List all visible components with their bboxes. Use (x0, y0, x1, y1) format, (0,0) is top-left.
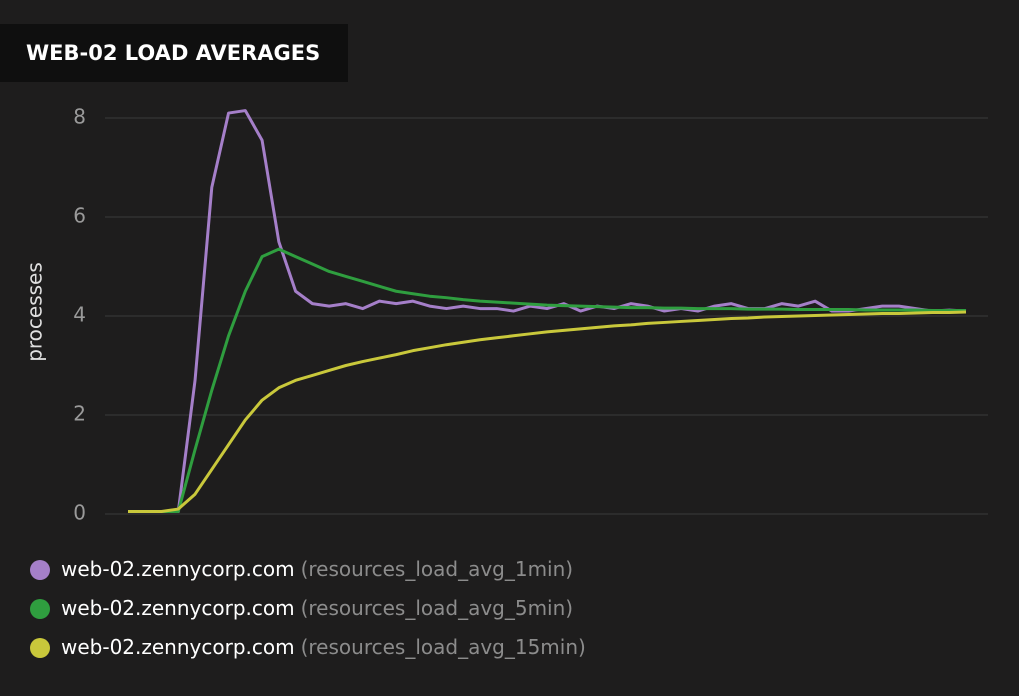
legend-swatch (30, 638, 50, 658)
y-tick-label: 4 (73, 303, 86, 327)
y-tick-label: 2 (73, 402, 86, 426)
series-line (128, 247, 966, 514)
title-box (0, 24, 348, 82)
y-axis-label: processes (23, 262, 47, 362)
legend-metric: (resources_load_avg_5min) (301, 596, 574, 620)
y-tick-label: 6 (73, 204, 86, 228)
y-tick-label: 0 (73, 501, 86, 525)
y-tick-label: 8 (73, 105, 86, 129)
legend-metric: (resources_load_avg_1min) (301, 557, 574, 581)
legend-entry: web-02.zennycorp.com (resources_load_avg_… (61, 596, 573, 620)
legend-swatch (30, 599, 50, 619)
legend-entry: web-02.zennycorp.com (resources_load_avg_… (61, 557, 573, 581)
series-line (128, 109, 967, 514)
chart-title: WEB-02 LOAD AVERAGES (26, 41, 320, 65)
legend-metric: (resources_load_avg_15min) (301, 635, 586, 659)
legend-name: web-02.zennycorp.com (61, 557, 295, 581)
legend-name: web-02.zennycorp.com (61, 596, 295, 620)
legend-entry: web-02.zennycorp.com (resources_load_avg_… (61, 635, 586, 659)
legend-name: web-02.zennycorp.com (61, 635, 295, 659)
legend-swatch (30, 560, 50, 580)
series-line (128, 310, 967, 514)
